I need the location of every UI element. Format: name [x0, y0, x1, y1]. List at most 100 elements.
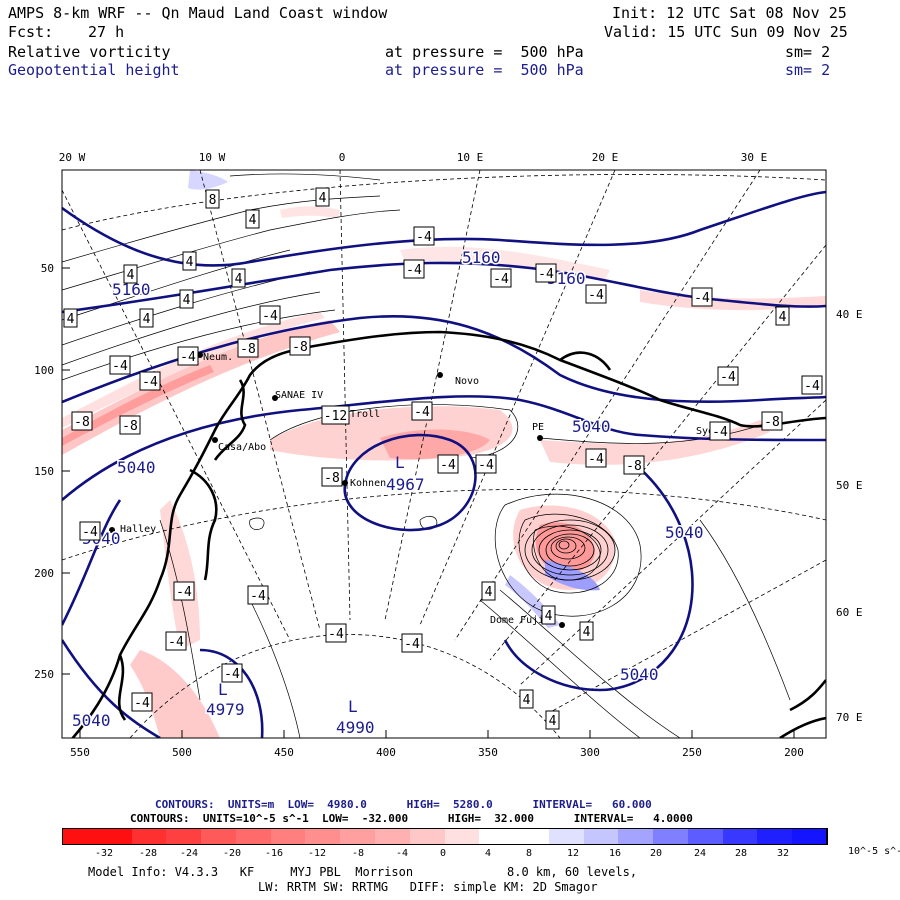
vorticity-contour-label: -4: [401, 633, 423, 653]
svg-text:-4: -4: [712, 425, 728, 440]
station-label: Troll: [350, 409, 380, 420]
svg-text:4: 4: [186, 255, 194, 270]
x-tick-label: 350: [478, 746, 498, 759]
plot-title: AMPS 8-km WRF -- Qn Maud Land Coast wind…: [8, 4, 388, 22]
svg-text:-4: -4: [588, 288, 604, 303]
colorbar-label: -24: [179, 848, 199, 859]
vorticity-contour-label: -4: [411, 401, 433, 421]
vorticity-contour-label: 4: [541, 605, 556, 625]
vorticity-contour-label: 4: [545, 710, 560, 730]
colorbar-label: 28: [734, 848, 748, 859]
station-label: Casa/Abo: [218, 442, 266, 453]
height-contour-label: 5160: [112, 280, 151, 299]
svg-text:-12: -12: [324, 409, 347, 424]
colorbar-label: -32: [94, 848, 114, 859]
vorticity-contour-label: -8: [71, 411, 93, 431]
lon-label-top: 20 E: [592, 151, 619, 164]
svg-text:-4: -4: [416, 230, 432, 245]
colorbar-unit: 10^-5 s^-1: [848, 846, 900, 857]
station-labels: Neum.SANAE IVNovoPESyowaHalleyKohnenDome…: [120, 352, 726, 626]
vorticity-shading: [62, 170, 826, 738]
vorticity-contour-label: -4: [403, 259, 425, 279]
svg-text:-4: -4: [176, 585, 192, 600]
colorbar-label: 4: [484, 848, 492, 859]
lon-label-right: 50 E: [836, 479, 863, 492]
svg-text:-4: -4: [440, 458, 456, 473]
vorticity-contour-label: -4: [585, 448, 607, 468]
vorticity-contour-label: -4: [801, 375, 823, 395]
vorticity-contour-label: -8: [289, 336, 311, 356]
station-label: Novo: [455, 376, 479, 387]
x-tick-label: 300: [580, 746, 600, 759]
svg-text:-4: -4: [142, 375, 158, 390]
vorticity-labels: 4 8 4 4 -4 4 4 -4 -4 -4 4 4 4 -4 -4 -4 4 -4 -4 -8 -8 -4 -8 -8 -1…: [63, 187, 823, 730]
vorticity-contour-label: -4: [585, 284, 607, 304]
svg-text:-8: -8: [240, 342, 256, 357]
y-tick-label: 250: [34, 668, 54, 681]
colorbar-label: -4: [395, 848, 409, 859]
svg-text:-8: -8: [324, 471, 340, 486]
vorticity-contour-info: CONTOURS: UNITS=10^-5 s^-1 LOW= -32.000 …: [130, 812, 693, 825]
vorticity-contour-label: -4: [131, 692, 153, 712]
field1-smoothing: sm= 2: [785, 43, 831, 61]
vorticity-contour-label: 4: [63, 308, 78, 328]
vorticity-contour-label: -4: [173, 581, 195, 601]
vorticity-contour-label: -4: [165, 631, 187, 651]
svg-text:-4: -4: [538, 267, 554, 282]
model-info-physics: LW: RRTM SW: RRTMG DIFF: simple KM: 2D S…: [258, 880, 598, 894]
vorticity-contour-label: -8: [761, 411, 783, 431]
station-label: Halley: [120, 524, 156, 535]
svg-text:-8: -8: [74, 415, 90, 430]
low-marker-2: L: [218, 680, 228, 699]
colorbar-label: 20: [649, 848, 663, 859]
colorbar-label: 32: [776, 848, 790, 859]
height-contour-label: 5040: [72, 711, 111, 730]
svg-text:-8: -8: [292, 340, 308, 355]
svg-text:-8: -8: [626, 459, 642, 474]
colorbar-label: -28: [138, 848, 158, 859]
vorticity-contour-label: -4: [535, 263, 557, 283]
valid-time: Valid: 15 UTC Sun 09 Nov 25: [604, 23, 848, 41]
x-tick-label: 200: [784, 746, 804, 759]
low-marker-1: L: [395, 453, 405, 472]
svg-text:-4: -4: [112, 359, 128, 374]
colorbar-label: 24: [693, 848, 707, 859]
svg-text:-4: -4: [588, 452, 604, 467]
height-contour-label: 4967: [386, 475, 425, 494]
svg-text:8: 8: [209, 193, 217, 208]
svg-text:-8: -8: [122, 419, 138, 434]
vorticity-contour-label: -4: [709, 421, 731, 441]
lon-label-top: 30 E: [741, 151, 768, 164]
init-time: Init: 12 UTC Sat 08 Nov 25: [612, 4, 847, 22]
colorbar-label: -20: [222, 848, 242, 859]
station-label: Neum.: [203, 352, 233, 363]
lon-label-top: 10 W: [199, 151, 226, 164]
y-tick-label: 50: [41, 262, 54, 275]
svg-text:4: 4: [67, 312, 75, 327]
colorbar-label: 0: [439, 848, 447, 859]
axis-ticks: [62, 267, 795, 738]
colorbar-label: 12: [566, 848, 580, 859]
field2-level: at pressure = 500 hPa: [385, 61, 584, 79]
height-contour-label: 4990: [336, 718, 375, 737]
vorticity-contour-label: 4: [139, 308, 154, 328]
svg-text:-4: -4: [250, 589, 266, 604]
svg-text:4: 4: [319, 191, 327, 206]
field1-name: Relative vorticity: [8, 43, 171, 61]
svg-text:-4: -4: [328, 627, 344, 642]
vorticity-contour-label: -4: [490, 268, 512, 288]
vorticity-contour-label: -4: [247, 585, 269, 605]
x-tick-label: 450: [274, 746, 294, 759]
y-tick-label: 100: [34, 364, 54, 377]
vorticity-contour-label: -4: [413, 226, 435, 246]
vorticity-contour-label: 4: [231, 268, 246, 288]
colorbar-label: -12: [307, 848, 327, 859]
x-tick-label: 550: [70, 746, 90, 759]
vorticity-contour-label: -8: [321, 467, 343, 487]
station-label: PE: [532, 422, 544, 433]
vorticity-contour-label: 4: [179, 289, 194, 309]
height-contour-info: CONTOURS: UNITS=m LOW= 4980.0 HIGH= 5280…: [155, 798, 652, 811]
svg-text:-4: -4: [694, 291, 710, 306]
